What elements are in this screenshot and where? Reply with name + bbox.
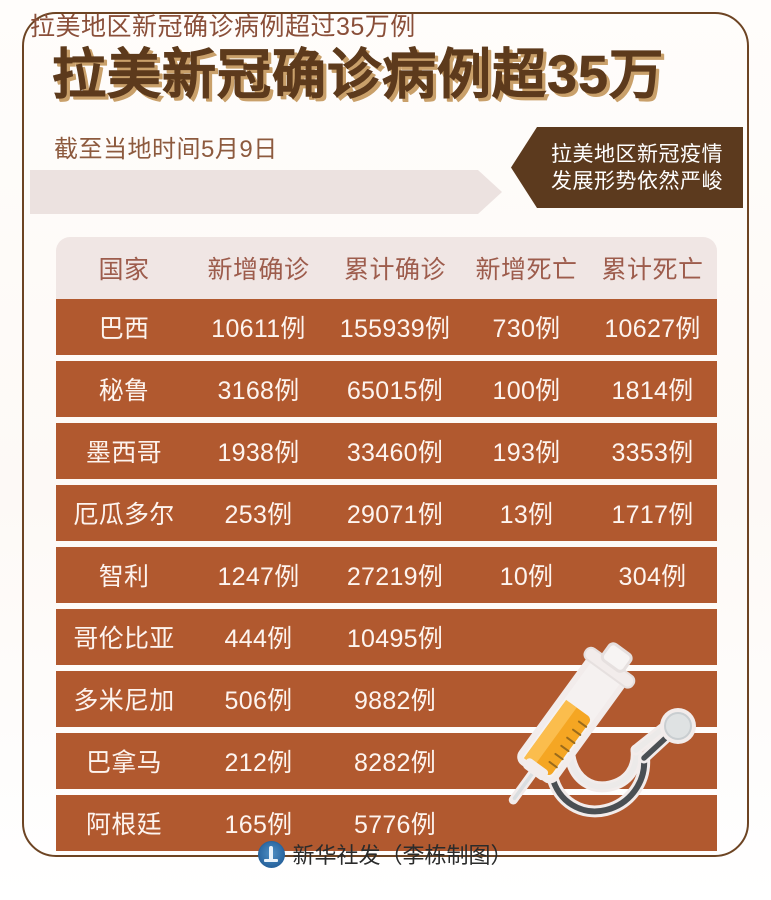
cell-total-deaths: 1814例 bbox=[611, 377, 694, 405]
table-row: 哥伦比亚 444例 10495例 bbox=[56, 609, 717, 665]
table-body: 巴西 10611例 155939例 730例 10627例秘鲁 3168例 65015例 10… bbox=[56, 299, 717, 851]
cell-new-confirmed: 212例 bbox=[224, 749, 293, 777]
cell-country: 智利 bbox=[98, 563, 150, 591]
cell-new-confirmed: 506例 bbox=[224, 687, 293, 715]
cell-total-confirmed: 5776例 bbox=[353, 811, 437, 839]
title-block: 拉美新冠确诊病例超35万 bbox=[52, 40, 712, 112]
cell-new-deaths: 10例 bbox=[499, 563, 554, 591]
table-header-row: 国家 新增确诊 累计确诊 新增死亡 累计死亡 bbox=[56, 237, 717, 299]
status-tag: 拉美地区新冠疫情 发展形势依然严峻 bbox=[511, 127, 743, 208]
cell-new-confirmed: 253例 bbox=[224, 501, 293, 529]
cell-country: 厄瓜多尔 bbox=[73, 501, 175, 529]
cell-total-confirmed: 9882例 bbox=[353, 687, 437, 715]
cell-total-confirmed: 8282例 bbox=[353, 749, 437, 777]
covid-data-table: 国家 新增确诊 累计确诊 新增死亡 累计死亡 巴西 10611例 155939例 73… bbox=[56, 237, 717, 851]
cell-new-confirmed: 165例 bbox=[224, 811, 293, 839]
status-tag-line-2: 发展形势依然严峻 bbox=[551, 169, 723, 193]
column-header-total-confirmed: 累计确诊 bbox=[343, 256, 446, 284]
xinhua-logo-icon bbox=[258, 840, 286, 868]
cell-new-deaths: 193例 bbox=[492, 439, 561, 467]
cell-country: 多米尼加 bbox=[73, 687, 175, 715]
column-header-new-confirmed: 新增确诊 bbox=[207, 256, 310, 284]
table-row: 厄瓜多尔 253例 29071例 13例 1717例 bbox=[56, 485, 717, 541]
table-row: 巴拿马 212例 8282例 bbox=[56, 733, 717, 789]
cell-new-deaths: 100例 bbox=[492, 377, 561, 405]
cell-total-confirmed: 155939例 bbox=[339, 315, 451, 343]
table-row: 多米尼加 506例 9882例 bbox=[56, 671, 717, 727]
cell-total-confirmed: 27219例 bbox=[346, 563, 444, 591]
column-header-new-deaths: 新增死亡 bbox=[475, 256, 578, 284]
headline-banner-text: 拉美地区新冠确诊病例超过35万例 bbox=[30, 13, 416, 41]
headline-banner bbox=[30, 170, 502, 214]
cell-country: 秘鲁 bbox=[98, 377, 150, 405]
cell-total-confirmed: 10495例 bbox=[346, 625, 444, 653]
column-header-total-deaths: 累计死亡 bbox=[601, 256, 704, 284]
cell-total-deaths: 304例 bbox=[618, 563, 687, 591]
table-row: 巴西 10611例 155939例 730例 10627例 bbox=[56, 299, 717, 355]
status-tag-line-1: 拉美地区新冠疫情 bbox=[551, 142, 723, 166]
table-row: 墨西哥 1938例 33460例 193例 3353例 bbox=[56, 423, 717, 479]
table-row: 秘鲁 3168例 65015例 100例 1814例 bbox=[56, 361, 717, 417]
cell-new-confirmed: 10611例 bbox=[211, 315, 306, 343]
cell-new-deaths: 13例 bbox=[499, 501, 554, 529]
cell-new-confirmed: 3168例 bbox=[217, 377, 300, 405]
footer-credit-text: 新华社发（李栋制图） bbox=[292, 844, 513, 869]
page-title: 拉美新冠确诊病例超35万 bbox=[52, 45, 665, 106]
cell-country: 巴西 bbox=[98, 315, 150, 343]
cell-total-deaths: 10627例 bbox=[604, 315, 701, 343]
cell-total-confirmed: 65015例 bbox=[346, 377, 444, 405]
cell-country: 墨西哥 bbox=[86, 439, 162, 467]
cell-country: 巴拿马 bbox=[86, 749, 162, 777]
cell-new-confirmed: 1247例 bbox=[217, 563, 300, 591]
table-row: 阿根廷 165例 5776例 bbox=[56, 795, 717, 851]
footer-credit: 新华社发（李栋制图） bbox=[0, 838, 771, 870]
cell-total-deaths: 3353例 bbox=[611, 439, 694, 467]
cell-total-confirmed: 33460例 bbox=[346, 439, 444, 467]
cell-country: 阿根廷 bbox=[86, 811, 162, 839]
column-header-country: 国家 bbox=[98, 256, 150, 284]
table-row: 智利 1247例 27219例 10例 304例 bbox=[56, 547, 717, 603]
cell-new-deaths: 730例 bbox=[492, 315, 561, 343]
cell-total-confirmed: 29071例 bbox=[346, 501, 444, 529]
cell-total-deaths: 1717例 bbox=[611, 501, 694, 529]
cell-new-confirmed: 444例 bbox=[224, 625, 293, 653]
cell-new-confirmed: 1938例 bbox=[217, 439, 300, 467]
cell-country: 哥伦比亚 bbox=[73, 625, 175, 653]
subtitle-date: 截至当地时间5月9日 bbox=[54, 136, 278, 163]
